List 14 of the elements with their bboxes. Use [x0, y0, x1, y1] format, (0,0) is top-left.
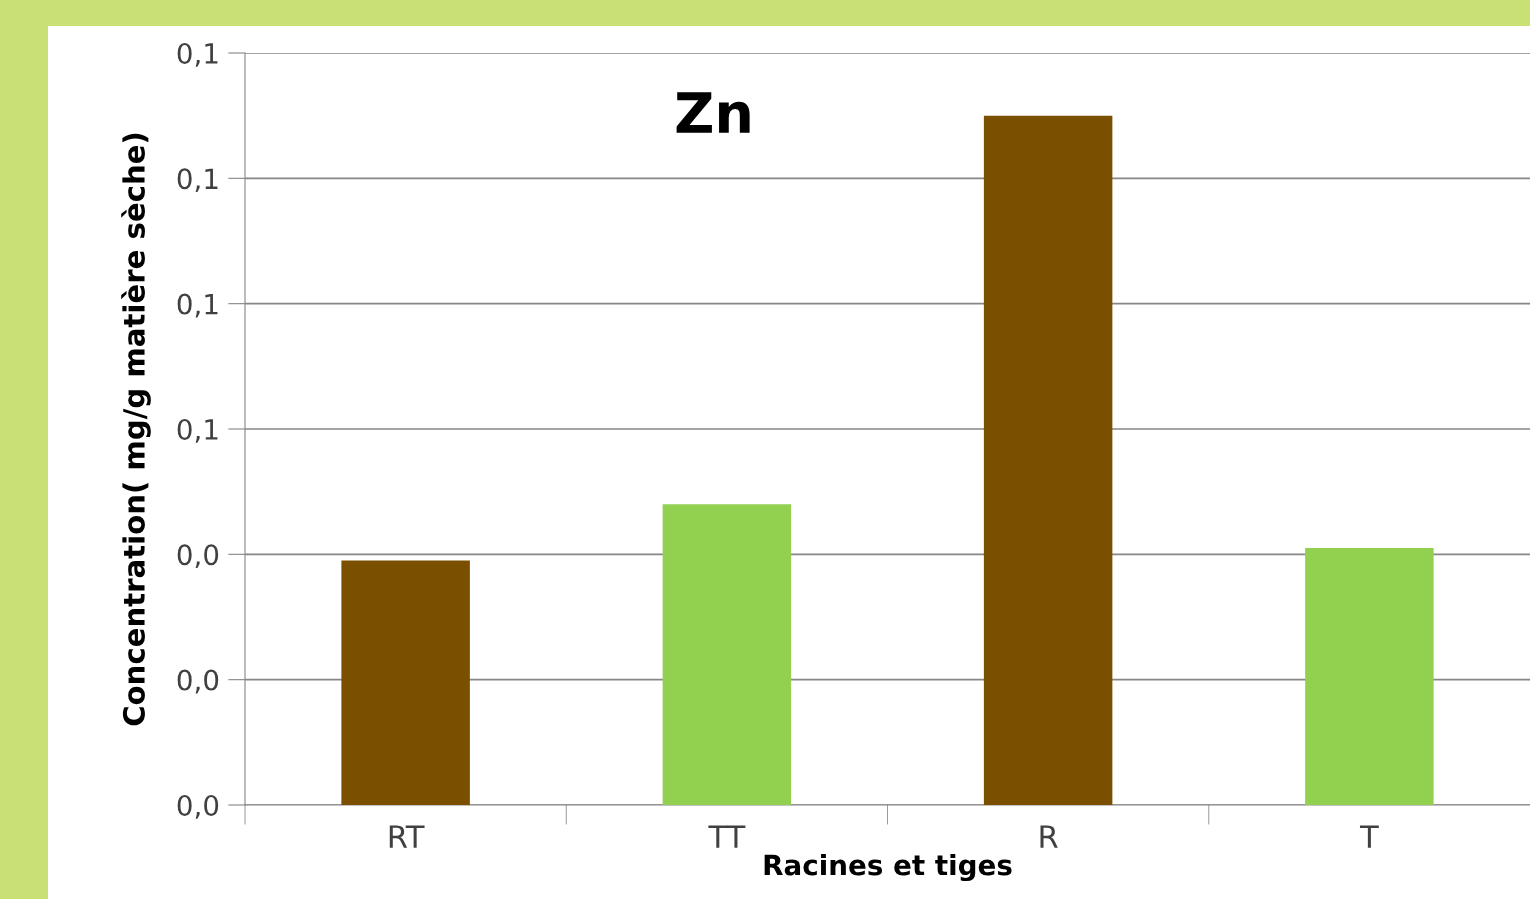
- x-tick-label: T: [1359, 825, 1379, 848]
- y-tick-label: 0,0: [177, 669, 219, 694]
- y-tick-label: 0,0: [177, 794, 219, 819]
- x-axis-title: Racines et tiges: [764, 854, 1012, 882]
- y-tick-label: 0,1: [177, 168, 218, 193]
- y-tick-label: 0,1: [177, 293, 218, 318]
- y-tick-label: 0,0: [177, 544, 219, 569]
- x-tick-label: R: [1040, 825, 1058, 848]
- y-tick-label: 0,1: [177, 42, 218, 67]
- x-tick-label: TT: [708, 825, 746, 848]
- text: Zn: [676, 92, 750, 133]
- y-tick-label: 0,1: [177, 418, 218, 443]
- x-tick-label: RT: [389, 825, 425, 848]
- y-axis-title: Concentration( mg/g matière sèche): [121, 133, 151, 726]
